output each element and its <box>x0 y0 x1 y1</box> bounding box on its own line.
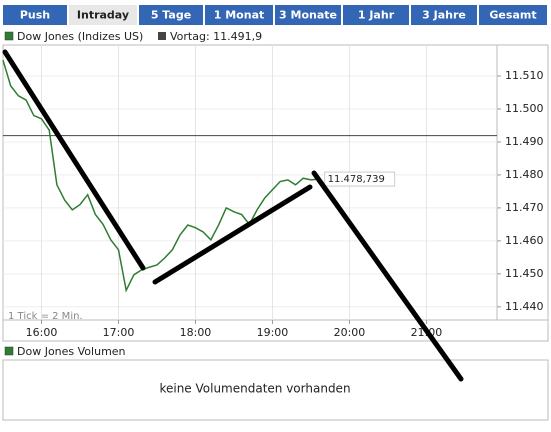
tab[interactable] <box>69 5 137 25</box>
x-tick-label: 16:00 <box>26 326 58 339</box>
x-tick-label: 18:00 <box>180 326 212 339</box>
x-tick-label: 20:00 <box>334 326 366 339</box>
legend-label: Dow Jones (Indizes US) <box>17 30 143 43</box>
legend-swatch <box>4 346 14 356</box>
tab-label[interactable]: Push <box>20 9 50 22</box>
volume-message: keine Volumendaten vorhanden <box>159 382 350 396</box>
y-tick-label: 11.480 <box>505 168 544 181</box>
tab-label[interactable]: 1 Monat <box>214 9 265 22</box>
y-tick-label: 11.490 <box>505 135 544 148</box>
tab[interactable] <box>411 5 477 25</box>
tab[interactable] <box>205 5 273 25</box>
chart-frame <box>2 44 549 342</box>
legend-swatch <box>158 32 166 40</box>
y-tick-label: 11.460 <box>505 234 544 247</box>
tab[interactable] <box>275 5 341 25</box>
trendline <box>152 184 313 285</box>
tab[interactable] <box>343 5 409 25</box>
tab-label[interactable]: Gesamt <box>489 9 536 22</box>
tab-label[interactable]: 3 Jahre <box>422 9 466 22</box>
trendline <box>311 170 464 382</box>
tab-label[interactable]: Intraday <box>77 9 129 22</box>
x-tick-label: 17:00 <box>103 326 135 339</box>
tab[interactable] <box>139 5 203 25</box>
last-price-box <box>324 171 396 187</box>
price-line <box>2 59 319 293</box>
legend-swatch <box>4 31 14 41</box>
hand-drawn-trendlines <box>2 49 464 382</box>
tab[interactable] <box>479 5 547 25</box>
y-tick-label: 11.500 <box>505 102 544 115</box>
y-tick-label: 11.510 <box>505 69 544 82</box>
last-price-label: 11.478,739 <box>328 174 385 185</box>
legend-label: Vortag: 11.491,9 <box>170 30 262 43</box>
tab[interactable] <box>3 5 67 25</box>
tick-note: 1 Tick = 2 Min. <box>8 311 83 322</box>
tab-label[interactable]: 5 Tage <box>151 9 191 22</box>
y-tick-label: 11.440 <box>505 300 544 313</box>
y-tick-label: 11.470 <box>505 201 544 214</box>
volume-legend: Dow Jones Volumen <box>17 345 126 358</box>
trendline <box>2 49 146 271</box>
tab-label[interactable]: 3 Monate <box>279 9 337 22</box>
x-tick-label: 19:00 <box>257 326 289 339</box>
y-tick-label: 11.450 <box>505 267 544 280</box>
tab-label[interactable]: 1 Jahr <box>358 9 395 22</box>
